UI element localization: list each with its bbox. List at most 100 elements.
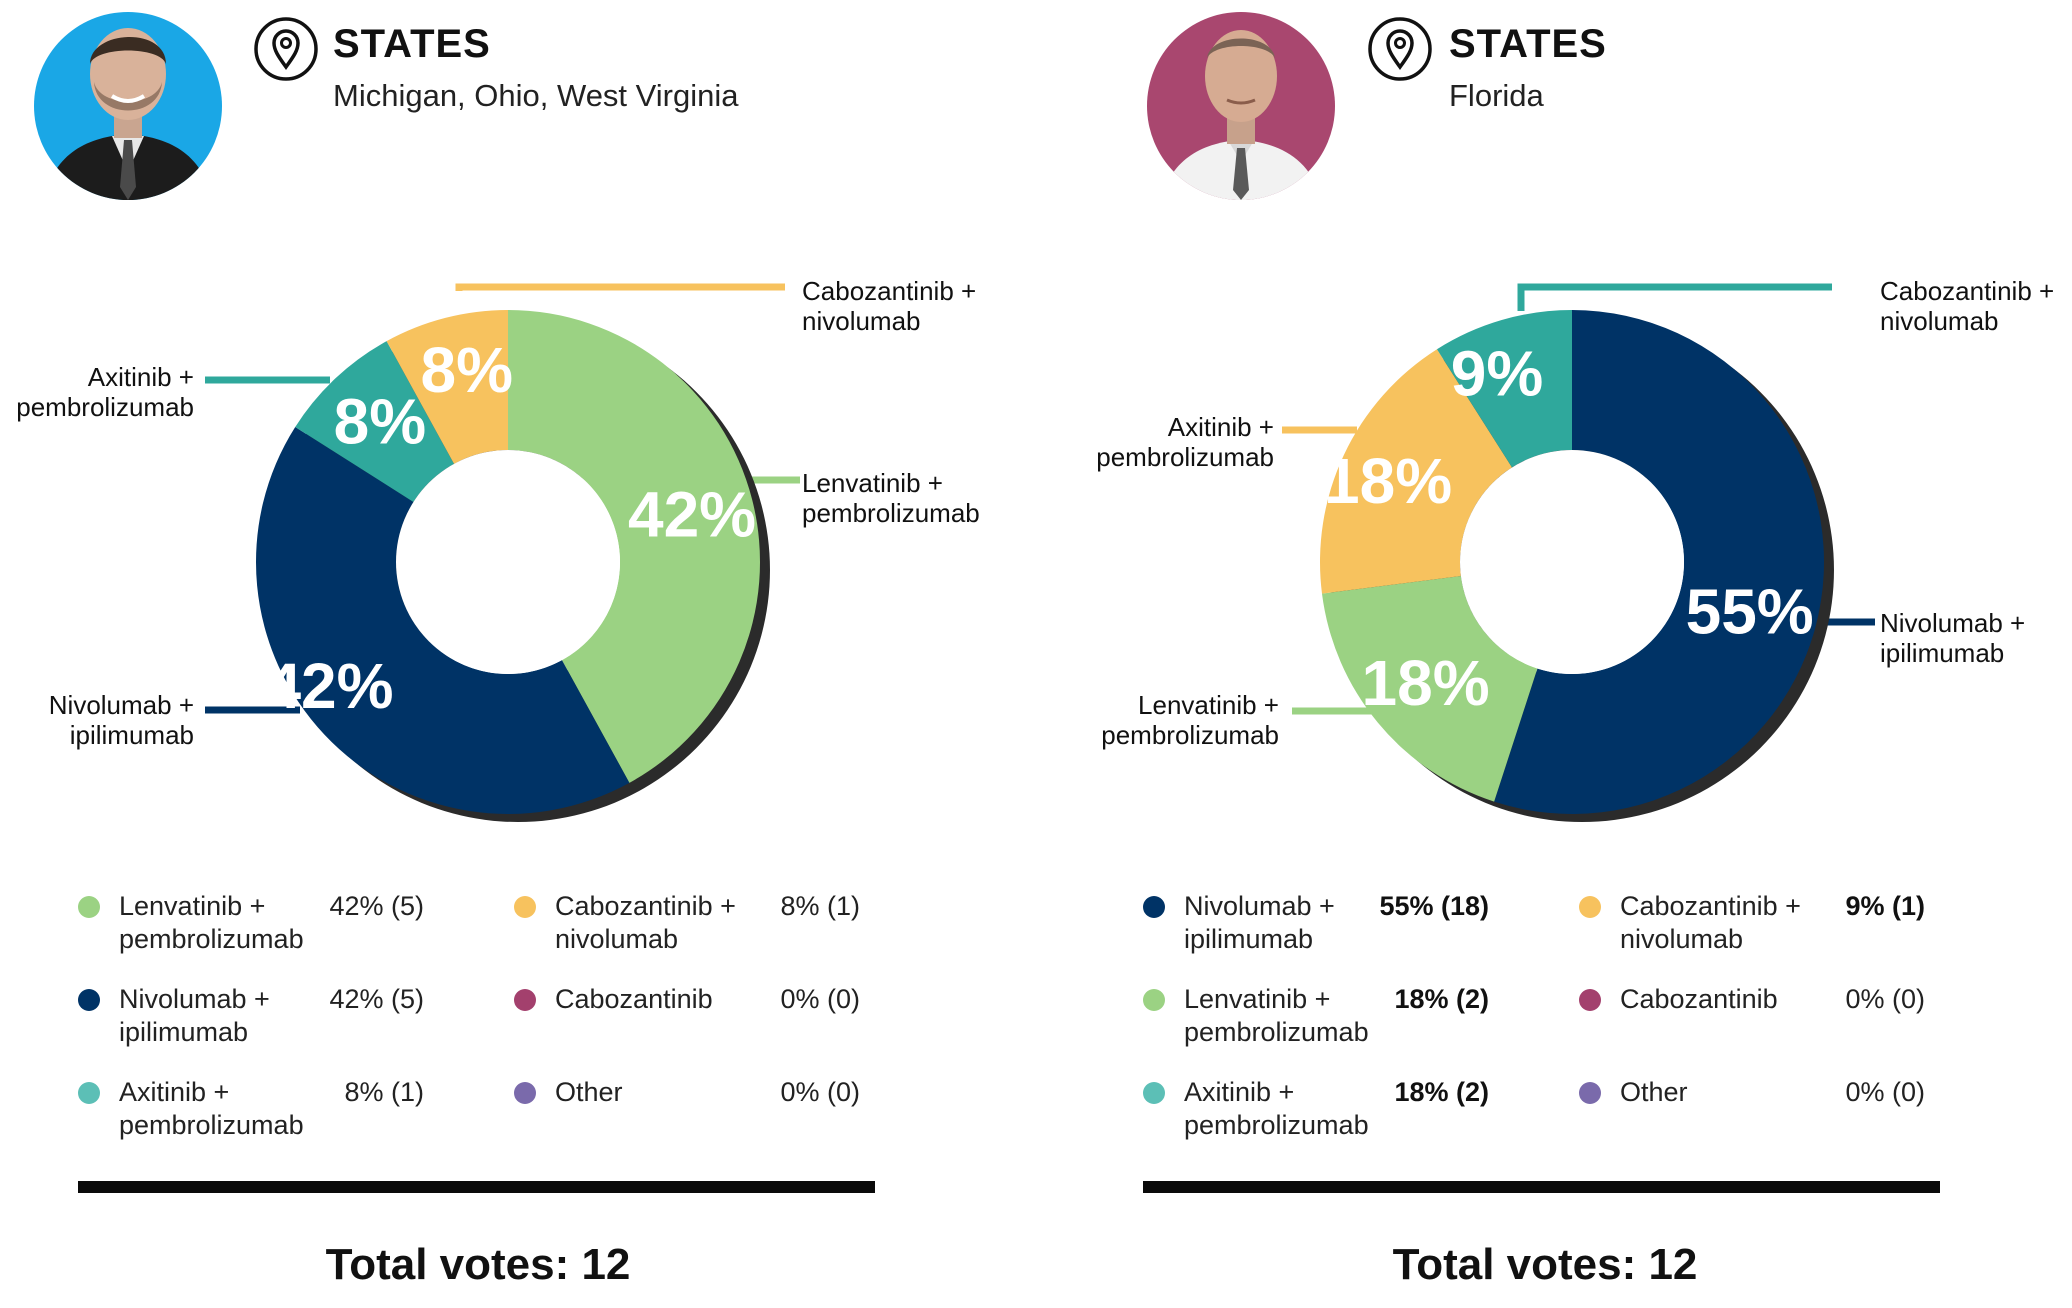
donut-slice <box>1320 349 1512 594</box>
states-list: Michigan, Ohio, West Virginia <box>333 78 739 113</box>
legend-label: Lenvatinib + pembrolizumab <box>1184 984 1369 1047</box>
donut-slice <box>295 341 455 502</box>
states-title: STATES <box>1449 22 1607 66</box>
location-pin-icon <box>1368 17 1432 81</box>
donut-slice <box>508 310 761 783</box>
slice-label: 55% <box>1686 576 1814 648</box>
legend-dot <box>1579 1082 1601 1104</box>
donut-slice <box>255 426 630 814</box>
legend-label: Other <box>1620 1077 1688 1107</box>
slice-label: 42% <box>628 479 756 551</box>
legend-value: 0% (0) <box>1845 1077 1925 1107</box>
legend-item: Cabozantinib + nivolumab 8% (1) <box>514 890 904 970</box>
slice-label: 9% <box>1451 338 1544 410</box>
legend-label: Cabozantinib <box>555 984 713 1014</box>
legend-item: Lenvatinib + pembrolizumab 42% (5) <box>78 890 468 970</box>
legend-value: 18% (2) <box>1394 984 1489 1014</box>
callout-nivolumab-ipilimumab: Nivolumab + ipilimumab <box>1880 608 2025 668</box>
legend-value: 42% (5) <box>329 984 424 1014</box>
slice-label: 42% <box>265 650 393 722</box>
callout-line1: Lenvatinib + <box>1138 690 1279 720</box>
legend: Lenvatinib + pembrolizumab 42% (5) Caboza… <box>78 890 888 1160</box>
divider-rule <box>1143 1181 1940 1193</box>
total-votes: Total votes: 12 <box>1392 1240 1698 1289</box>
legend-dot <box>78 989 100 1011</box>
callout-line1: Nivolumab + <box>1880 608 2026 638</box>
callout-nivolumab-ipilimumab: Nivolumab + ipilimumab <box>0 690 194 750</box>
legend-dot <box>1143 896 1165 918</box>
legend-dot <box>1579 896 1601 918</box>
legend-item: Cabozantinib 0% (0) <box>1579 983 1969 1063</box>
donut-chart: 42% 42% 8%8% <box>205 283 800 822</box>
legend-item: Other 0% (0) <box>1579 1076 1969 1156</box>
legend-item: Other 0% (0) <box>514 1076 904 1156</box>
legend-item: Axitinib + pembrolizumab 8% (1) <box>78 1076 468 1156</box>
legend-label: Lenvatinib + pembrolizumab <box>119 891 304 954</box>
callout-axitinib-pembrolizumab: Axitinib + pembrolizumab <box>0 362 194 422</box>
poll-panel-left: STATES Michigan, Ohio, West Virginia 42%… <box>0 12 980 1289</box>
total-votes: Total votes: 12 <box>325 1240 631 1289</box>
legend-value: 0% (0) <box>780 1077 860 1107</box>
slice-label: 18% <box>1324 445 1452 517</box>
callout-cabozantinib-nivolumab: Cabozantinib + nivolumab <box>802 276 976 336</box>
donut-slice <box>386 310 508 464</box>
legend-dot <box>78 896 100 918</box>
avatar-photo <box>34 12 222 200</box>
callout-cabozantinib-nivolumab: Cabozantinib + nivolumab <box>1880 276 2054 336</box>
legend-value: 0% (0) <box>780 984 860 1014</box>
legend-dot <box>514 1082 536 1104</box>
legend-item: Lenvatinib + pembrolizumab 18% (2) <box>1143 983 1533 1063</box>
donut-slice <box>1494 310 1824 814</box>
legend-value: 8% (1) <box>780 891 860 921</box>
donut-slice <box>1321 576 1538 802</box>
callout-line1: Lenvatinib + <box>802 468 943 498</box>
legend-dot <box>514 896 536 918</box>
leader-line <box>455 283 785 291</box>
legend-value: 9% (1) <box>1845 891 1925 921</box>
callout-line1: Axitinib + <box>87 362 194 392</box>
states-list: Florida <box>1449 78 1544 113</box>
avatar-photo <box>1147 12 1335 200</box>
legend-label: Cabozantinib <box>1620 984 1778 1014</box>
leader-line <box>1517 283 1832 311</box>
slice-label: 18% <box>1362 647 1490 719</box>
legend-label: Other <box>555 1077 623 1107</box>
callout-axitinib-pembrolizumab: Axitinib + pembrolizumab <box>1067 412 1274 472</box>
legend-item: Nivolumab + ipilimumab 55% (18) <box>1143 890 1533 970</box>
callout-line1: Axitinib + <box>1167 412 1274 442</box>
callout-lenvatinib-pembrolizumab: Lenvatinib + pembrolizumab <box>1067 690 1279 750</box>
legend-item: Nivolumab + ipilimumab 42% (5) <box>78 983 468 1063</box>
donut-slice <box>1436 310 1572 468</box>
states-title: STATES <box>333 22 491 66</box>
legend-label: Axitinib + pembrolizumab <box>119 1077 304 1140</box>
legend-value: 18% (2) <box>1394 1077 1489 1107</box>
legend-item: Cabozantinib + nivolumab 9% (1) <box>1579 890 1969 970</box>
legend-value: 42% (5) <box>329 891 424 921</box>
callout-line2: nivolumab <box>1880 306 1999 336</box>
legend-item: Axitinib + pembrolizumab 18% (2) <box>1143 1076 1533 1156</box>
legend-dot <box>1143 989 1165 1011</box>
legend: Nivolumab + ipilimumab 55% (18) Cabozanti… <box>1143 890 1953 1160</box>
legend-value: 0% (0) <box>1845 984 1925 1014</box>
legend-value: 8% (1) <box>344 1077 424 1107</box>
legend-item: Cabozantinib 0% (0) <box>514 983 904 1063</box>
donut-hole <box>1460 450 1684 674</box>
location-pin-icon <box>254 17 318 81</box>
callout-line1: Cabozantinib + <box>1880 276 2055 306</box>
callout-line1: Nivolumab + <box>48 690 194 720</box>
callout-line2: pembrolizumab <box>16 392 194 422</box>
callout-line2: pembrolizumab <box>1101 720 1279 750</box>
slice-label: 8% <box>334 385 427 457</box>
legend-label: Nivolumab + ipilimumab <box>119 984 270 1047</box>
callout-lenvatinib-pembrolizumab: Lenvatinib + pembrolizumab <box>802 468 980 528</box>
callout-line2: ipilimumab <box>69 720 194 750</box>
legend-dot <box>78 1082 100 1104</box>
legend-label: Cabozantinib + nivolumab <box>555 891 736 954</box>
poll-panel-right: STATES Florida 55% 18% 18% 9% Cabozantinib … <box>1067 0 2072 1308</box>
legend-dot <box>1579 989 1601 1011</box>
legend-dot <box>514 989 536 1011</box>
legend-dot <box>1143 1082 1165 1104</box>
slice-label: 8% <box>420 334 513 406</box>
callout-line2: nivolumab <box>802 306 921 336</box>
donut-chart: 55% 18% 18% 9% <box>1282 283 1875 822</box>
